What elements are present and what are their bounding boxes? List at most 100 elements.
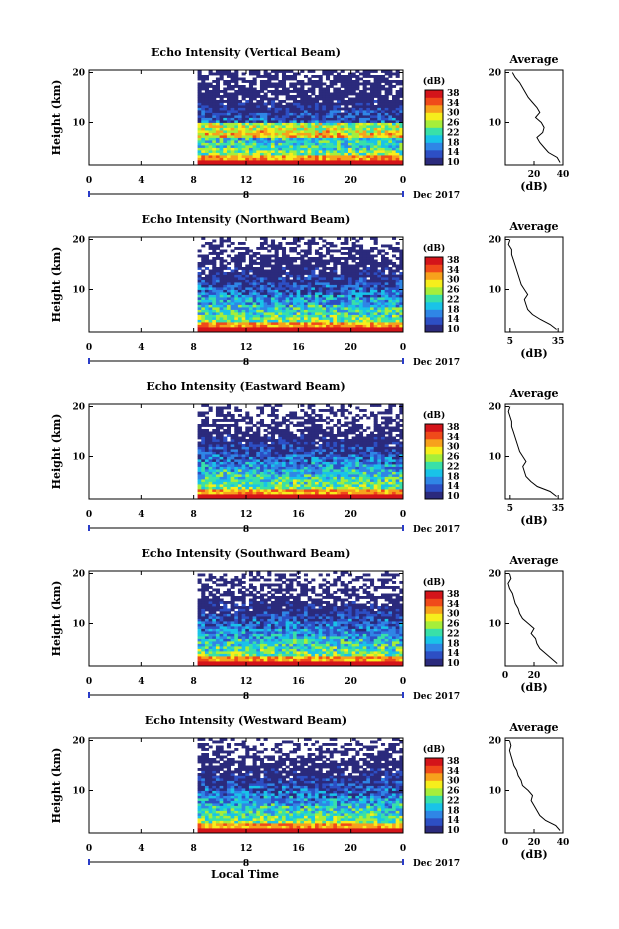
heatmap-cell bbox=[281, 72, 287, 76]
heatmap-cell bbox=[230, 319, 235, 323]
heatmap-cell bbox=[289, 112, 294, 116]
heatmap-cell bbox=[204, 127, 209, 131]
heatmap-cell bbox=[197, 117, 202, 121]
heatmap-cell bbox=[392, 85, 397, 88]
heatmap-cell bbox=[325, 292, 331, 295]
heatmap-cell bbox=[274, 451, 279, 455]
heatmap-cell bbox=[351, 80, 356, 83]
heatmap-cell bbox=[248, 327, 254, 330]
heatmap-cell bbox=[296, 152, 301, 156]
heatmap-cell bbox=[296, 145, 301, 148]
heatmap-cell bbox=[355, 77, 360, 81]
heatmap-cell bbox=[267, 77, 272, 81]
heatmap-cell bbox=[358, 117, 364, 121]
heatmap-cell bbox=[314, 289, 320, 293]
heatmap-cell bbox=[270, 299, 276, 303]
heatmap-cell bbox=[289, 449, 294, 452]
heatmap-cell bbox=[278, 160, 283, 163]
heatmap-cell bbox=[278, 257, 283, 260]
heatmap-cell bbox=[380, 120, 386, 123]
heatmap-cell bbox=[373, 254, 378, 258]
heatmap-cell bbox=[377, 264, 382, 268]
heatmap-cell bbox=[278, 314, 283, 318]
heatmap-cell bbox=[392, 451, 397, 455]
heatmap-cell bbox=[263, 496, 268, 500]
heatmap-cell bbox=[274, 102, 279, 106]
heatmap-cell bbox=[384, 257, 389, 260]
heatmap-cell bbox=[336, 289, 342, 293]
heatmap-cell bbox=[380, 279, 386, 283]
heatmap-cell bbox=[340, 137, 345, 141]
heatmap-cell bbox=[362, 102, 367, 106]
heatmap-cell bbox=[281, 486, 287, 490]
heatmap-cell bbox=[373, 481, 378, 485]
heatmap-cell bbox=[259, 75, 265, 78]
heatmap-cell bbox=[237, 140, 243, 143]
heatmap-cell bbox=[314, 110, 320, 113]
heatmap-cell bbox=[344, 489, 349, 492]
heatmap-cell bbox=[259, 259, 265, 263]
heatmap-cell bbox=[373, 479, 378, 482]
heatmap-cell bbox=[223, 160, 228, 163]
heatmap-cell bbox=[252, 466, 257, 470]
heatmap-cell bbox=[388, 494, 393, 497]
heatmap-cell bbox=[344, 95, 349, 98]
heatmap-cell bbox=[377, 476, 382, 480]
heatmap-cell bbox=[204, 145, 209, 148]
heatmap-cell bbox=[292, 239, 298, 243]
heatmap-cell bbox=[300, 120, 305, 123]
heatmap-cell bbox=[307, 100, 312, 103]
heatmap-cell bbox=[333, 294, 338, 298]
heatmap-cell bbox=[252, 269, 257, 273]
heatmap-cell bbox=[274, 264, 279, 268]
heatmap-cell bbox=[384, 150, 389, 153]
heatmap-cell bbox=[285, 257, 290, 260]
heatmap-cell bbox=[318, 112, 323, 116]
heatmap-cell bbox=[278, 282, 283, 285]
heatmap-cell bbox=[347, 481, 353, 485]
heatmap-cell bbox=[274, 486, 279, 490]
heatmap-cell bbox=[311, 324, 316, 328]
heatmap-cell bbox=[388, 496, 393, 500]
heatmap-cell bbox=[292, 155, 298, 158]
heatmap-cell bbox=[281, 132, 287, 136]
heatmap-cell bbox=[215, 92, 220, 96]
heatmap-cell bbox=[311, 496, 316, 500]
heatmap-cell bbox=[292, 90, 298, 93]
heatmap-cell bbox=[399, 162, 404, 166]
heatmap-cell bbox=[234, 115, 239, 118]
heatmap-cell bbox=[208, 294, 213, 298]
heatmap-cell bbox=[318, 292, 323, 295]
heatmap-cell bbox=[252, 157, 257, 161]
heatmap-cell bbox=[351, 464, 356, 467]
heatmap-cell bbox=[208, 147, 213, 151]
heatmap-cell bbox=[296, 82, 301, 86]
heatmap-cell bbox=[230, 304, 235, 308]
heatmap-cell bbox=[248, 137, 254, 141]
heatmap-cell bbox=[325, 304, 331, 308]
heatmap-cell bbox=[362, 95, 367, 98]
heatmap-cell bbox=[369, 130, 375, 133]
heatmap-cell bbox=[245, 456, 250, 460]
heatmap-cell bbox=[278, 486, 283, 490]
heatmap-cell bbox=[303, 147, 309, 151]
heatmap-cell bbox=[362, 451, 367, 455]
heatmap-cell bbox=[351, 461, 356, 465]
heatmap-cell bbox=[252, 132, 257, 136]
heatmap-cell bbox=[366, 459, 371, 462]
heatmap-cell bbox=[377, 77, 382, 81]
heatmap-cell bbox=[263, 259, 268, 263]
heatmap-cell bbox=[267, 264, 272, 268]
heatmap-cell bbox=[292, 282, 298, 285]
heatmap-cell bbox=[303, 491, 309, 495]
heatmap-cell bbox=[399, 155, 404, 158]
heatmap-cell bbox=[234, 72, 239, 76]
heatmap-cell bbox=[351, 130, 356, 133]
heatmap-cell bbox=[234, 329, 239, 333]
heatmap-cell bbox=[358, 486, 364, 490]
heatmap-cell bbox=[340, 456, 345, 460]
heatmap-cell bbox=[259, 160, 265, 163]
heatmap-cell bbox=[270, 127, 276, 131]
heatmap-cell bbox=[395, 294, 400, 298]
heatmap-cell bbox=[230, 299, 235, 303]
